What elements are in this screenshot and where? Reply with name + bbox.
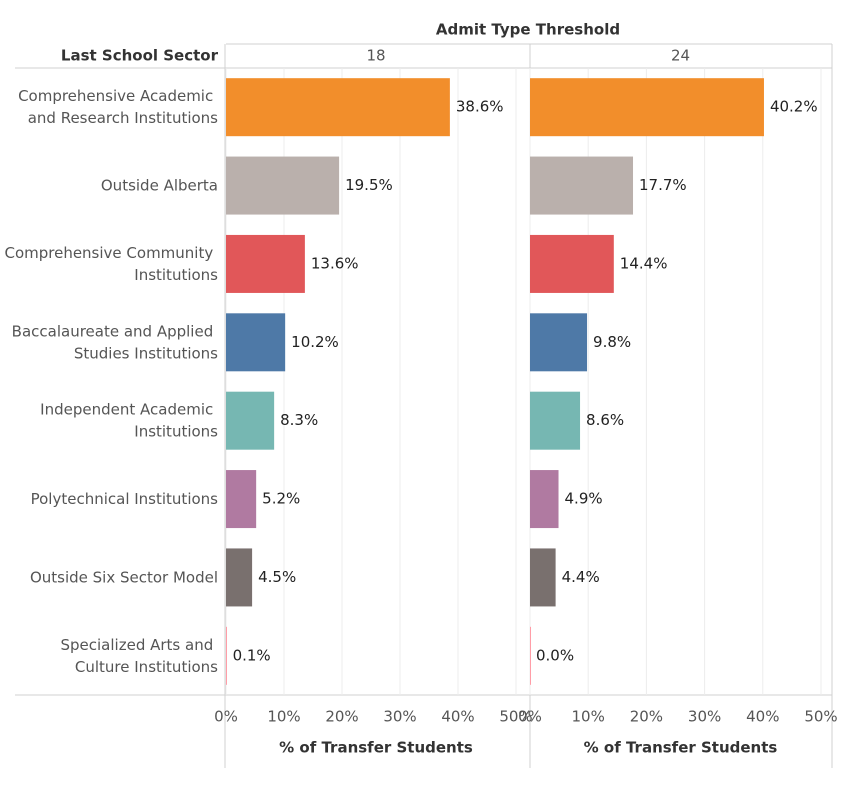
x-tick-label: 0% xyxy=(214,708,238,726)
bar xyxy=(530,156,634,215)
category-label: Specialized Arts and Culture Institution… xyxy=(61,635,219,675)
bar xyxy=(226,78,450,137)
x-axis-label: % of Transfer Students xyxy=(279,739,473,757)
value-label: 13.6% xyxy=(311,254,359,272)
value-label: 19.5% xyxy=(345,176,393,194)
x-tick-label: 40% xyxy=(441,708,474,726)
value-label: 14.4% xyxy=(620,254,668,272)
bar xyxy=(226,548,253,607)
bar xyxy=(226,156,340,215)
category-label: Polytechnical Institutions xyxy=(31,490,219,508)
x-tick-label: 40% xyxy=(746,708,779,726)
bar xyxy=(226,391,275,450)
x-tick-label: 30% xyxy=(383,708,416,726)
chart-title: Admit Type Threshold xyxy=(436,21,620,39)
value-label: 38.6% xyxy=(456,98,504,116)
bar xyxy=(530,391,581,450)
x-tick-label: 10% xyxy=(267,708,300,726)
bar xyxy=(226,313,286,372)
x-tick-label: 30% xyxy=(688,708,721,726)
category-label: Baccalaureate and Applied Studies Instit… xyxy=(12,322,219,362)
bar xyxy=(530,234,614,293)
bar xyxy=(530,548,556,607)
value-label: 17.7% xyxy=(639,176,687,194)
bar xyxy=(226,626,227,685)
x-tick-label: 0% xyxy=(518,708,542,726)
category-label: Independent Academic Institutions xyxy=(40,400,218,440)
value-label: 8.3% xyxy=(280,411,318,429)
x-axis-label: % of Transfer Students xyxy=(584,739,778,757)
category-label: Comprehensive Academic and Research Inst… xyxy=(18,87,218,127)
bar xyxy=(226,470,257,529)
x-tick-label: 50% xyxy=(499,708,532,726)
category-label: Outside Alberta xyxy=(101,176,218,194)
value-label: 0.0% xyxy=(536,646,574,664)
bar xyxy=(530,78,764,137)
x-tick-label: 50% xyxy=(804,708,837,726)
value-label: 4.4% xyxy=(562,568,600,586)
value-label: 5.2% xyxy=(262,490,300,508)
value-label: 9.8% xyxy=(593,333,631,351)
column-header: 18 xyxy=(366,47,385,65)
column-header: 24 xyxy=(671,47,690,65)
value-label: 10.2% xyxy=(291,333,339,351)
category-label: Outside Six Sector Model xyxy=(30,568,218,586)
value-label: 40.2% xyxy=(770,98,818,116)
row-header: Last School Sector xyxy=(61,47,219,65)
x-tick-label: 20% xyxy=(325,708,358,726)
value-label: 0.1% xyxy=(233,646,271,664)
bar xyxy=(530,313,588,372)
value-label: 4.9% xyxy=(565,490,603,508)
x-tick-label: 20% xyxy=(630,708,663,726)
value-label: 8.6% xyxy=(586,411,624,429)
value-label: 4.5% xyxy=(258,568,296,586)
bar xyxy=(530,470,559,529)
bar xyxy=(530,626,531,685)
x-tick-label: 10% xyxy=(572,708,605,726)
category-label: Comprehensive Community Institutions xyxy=(4,243,218,283)
bar xyxy=(226,234,305,293)
